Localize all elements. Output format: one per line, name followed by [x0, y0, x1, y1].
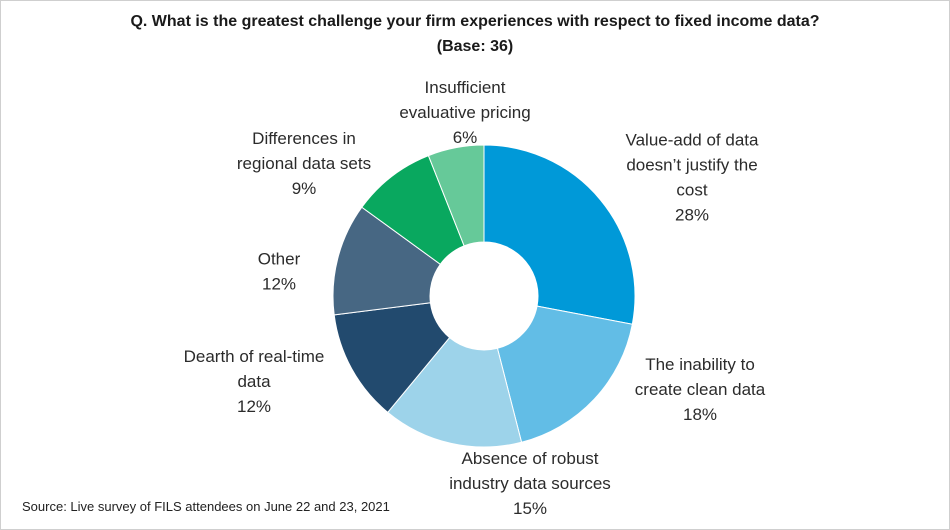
slice-label-line: doesn’t justify the	[626, 156, 757, 175]
slice-label: The inability to create clean data 18%	[635, 355, 766, 424]
donut-slice	[496, 305, 633, 443]
slice-label-line: Absence of robust	[461, 449, 598, 468]
slice-percent: 12%	[262, 275, 296, 294]
chart-subtitle: (Base: 36)	[436, 38, 514, 55]
slice-label-line: evaluative pricing	[399, 103, 530, 122]
slice-label: Insufficient evaluative pricing 6%	[399, 78, 530, 147]
slice-percent: 6%	[453, 128, 478, 147]
donut-slice	[333, 302, 451, 414]
slice-label-line: regional data sets	[237, 154, 371, 173]
donut-slices	[332, 144, 636, 448]
slice-label-line: The inability to	[645, 355, 755, 374]
slice-label-line: cost	[676, 181, 707, 200]
donut-slice	[483, 144, 636, 325]
slice-percent: 9%	[292, 179, 317, 198]
slice-percent: 28%	[675, 206, 709, 225]
slice-label-line: Insufficient	[425, 78, 506, 97]
donut-slice	[427, 144, 485, 247]
slice-label: Absence of robust industry data sources 15…	[449, 449, 611, 518]
slice-label: Other 12%	[258, 250, 301, 294]
slice-label: Value-add of data doesn’t justify the cost…	[626, 131, 759, 225]
donut-slice	[332, 206, 442, 316]
slice-label-line: create clean data	[635, 380, 766, 399]
chart-title: Q. What is the greatest challenge your f…	[130, 13, 820, 30]
slice-label-line: Dearth of real-time	[184, 347, 325, 366]
slice-label-line: data	[237, 372, 271, 391]
slice-label-line: Other	[258, 250, 301, 269]
slice-labels: Value-add of data doesn’t justify the cost…	[184, 78, 766, 518]
slice-label-line: Value-add of data	[626, 131, 759, 150]
slice-percent: 15%	[513, 499, 547, 518]
slice-label: Dearth of real-time data 12%	[184, 347, 325, 416]
donut-slice	[387, 336, 523, 448]
source-note: Source: Live survey of FILS attendees on…	[22, 499, 390, 514]
slice-percent: 18%	[683, 405, 717, 424]
slice-label: Differences in regional data sets 9%	[237, 129, 371, 198]
slice-label-line: Differences in	[252, 129, 356, 148]
slice-percent: 12%	[237, 397, 271, 416]
slice-label-line: industry data sources	[449, 474, 611, 493]
